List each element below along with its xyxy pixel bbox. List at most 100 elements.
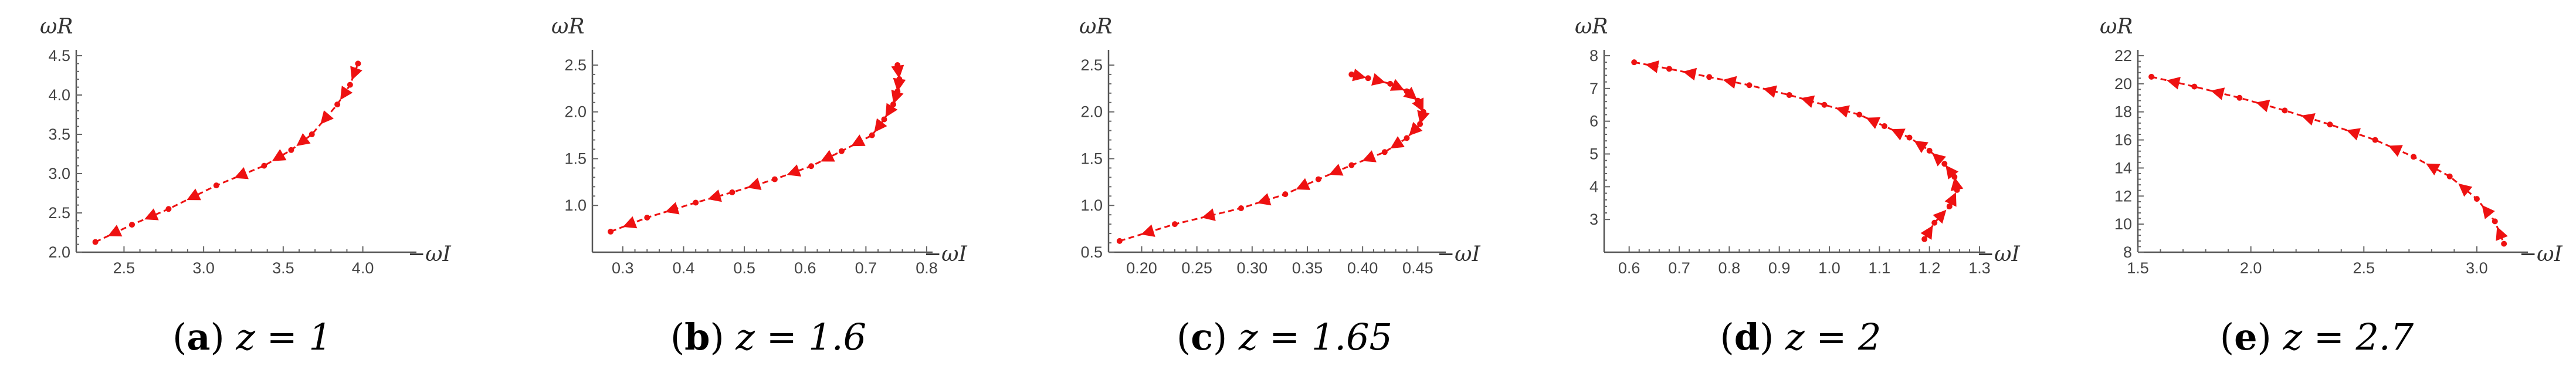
y-tick-label: 2.5 [1080, 56, 1103, 74]
x-tick-label: 3.0 [192, 259, 215, 277]
arrowhead [1412, 97, 1424, 113]
data-point [1365, 75, 1371, 82]
data-point [2492, 218, 2498, 225]
data-point [2473, 196, 2480, 202]
x-tick-label: 3.5 [272, 259, 294, 277]
y-tick-label: 18 [2114, 103, 2132, 121]
y-tick-label: 2.0 [1080, 103, 1103, 121]
data-point [1931, 219, 1938, 226]
x-tick-label: 0.3 [612, 259, 634, 277]
y-tick-label: 8 [1589, 47, 1598, 65]
y-tick-label: 20 [2114, 75, 2132, 93]
caption-rest: z = 1.65 [1238, 316, 1392, 358]
caption: (d) z = 2 [1720, 316, 1882, 358]
x-tick-label: 0.6 [794, 259, 816, 277]
arrowhead [1201, 208, 1216, 221]
data-point [729, 189, 735, 195]
arrowhead [2301, 113, 2316, 126]
x-axis-label: −ωI [924, 242, 968, 266]
data-point [869, 132, 875, 138]
arrowhead [1328, 164, 1344, 176]
caption-rest: z = 2.7 [2282, 316, 2414, 358]
x-tick-label: 0.45 [1402, 259, 1433, 277]
y-tick-label: 4 [1589, 178, 1598, 195]
y-tick-label: 22 [2114, 47, 2132, 65]
arrowhead [1891, 128, 1906, 141]
series-line [1633, 61, 1958, 240]
x-tick-label: 0.8 [916, 259, 938, 277]
x-tick-label: 2.0 [2240, 259, 2262, 277]
x-tick-label: 1.3 [1968, 259, 1991, 277]
x-tick-label: 0.30 [1237, 259, 1268, 277]
plot-area: 2.5 3.0 3.5 4.0 2.0 2.5 3.0 3.5 4.0 4.5 [48, 47, 416, 277]
y-tick-label: 4.0 [48, 86, 70, 104]
y-axis-label: ωR [551, 15, 584, 39]
data-point [2148, 73, 2155, 80]
data-point [334, 101, 341, 108]
y-tick-label: 2.5 [564, 56, 587, 74]
arrowhead [1723, 76, 1737, 89]
series-line [1119, 73, 1425, 242]
data-point [2501, 240, 2507, 247]
caption-rest: z = 1 [235, 316, 331, 358]
arrowhead [350, 66, 362, 80]
arrowhead [893, 77, 906, 92]
arrowhead [2458, 183, 2473, 197]
arrowhead [144, 208, 159, 221]
panel-a: 2.5 3.0 3.5 4.0 2.0 2.5 3.0 3.5 4.0 4.5 ωR −ωI (a… [40, 15, 452, 358]
x-axis-label: −ωI [1977, 242, 2021, 266]
caption: (c) z = 1.65 [1177, 316, 1392, 358]
x-tick-label: 0.6 [1618, 259, 1640, 277]
arrowhead [272, 149, 287, 161]
data-point [1348, 162, 1355, 168]
data-point [1116, 238, 1123, 244]
arrowhead [1920, 225, 1933, 240]
arrowhead [1944, 192, 1957, 207]
y-tick-label: 2.5 [48, 204, 70, 222]
data-point [213, 182, 219, 189]
arrowhead [1762, 85, 1777, 98]
y-tick-label: 14 [2114, 159, 2132, 177]
arrowhead [1371, 73, 1386, 86]
x-tick-label: 0.9 [1768, 259, 1791, 277]
data-point [890, 101, 896, 107]
data-point [1404, 135, 1410, 141]
arrowhead [1257, 193, 1272, 206]
caption: (e) z = 2.7 [2220, 316, 2414, 358]
data-point [1706, 74, 1713, 80]
arrowhead [1683, 67, 1697, 81]
arrowhead [340, 86, 353, 100]
arrowhead [2426, 163, 2441, 175]
data-point [838, 148, 845, 154]
y-tick-label: 10 [2114, 215, 2132, 233]
data-point [1946, 203, 1953, 209]
arrowhead [665, 202, 680, 215]
y-tick-label: 3.0 [48, 165, 70, 182]
data-point [2282, 107, 2288, 114]
x-tick-label: 0.8 [1719, 259, 1741, 277]
data-point [1172, 221, 1178, 228]
data-point [881, 116, 887, 123]
arrowhead [1645, 60, 1659, 73]
plot-area: 0.6 0.7 0.8 0.9 1.0 1.1 1.2 1.3 3 4 5 6 7 8 [1589, 47, 1991, 277]
x-tick-label: 2.5 [113, 259, 135, 277]
data-point [1786, 92, 1792, 98]
data-point [1921, 236, 1928, 242]
arrowhead [874, 118, 887, 133]
x-tick-label: 0.20 [1126, 259, 1157, 277]
arrowhead [1296, 178, 1311, 190]
data-point [129, 222, 135, 228]
data-point [1746, 82, 1753, 89]
data-point [2327, 121, 2333, 128]
arrowhead [1352, 68, 1367, 82]
y-tick-label: 1.0 [1080, 196, 1103, 214]
data-point [1315, 176, 1321, 182]
arrowhead [2482, 205, 2495, 219]
caption-rest: z = 2 [1785, 316, 1881, 358]
x-tick-label: 4.0 [352, 259, 374, 277]
series-line [94, 63, 359, 243]
arrowhead [2166, 76, 2181, 90]
arrowhead [320, 110, 334, 124]
data-point [2191, 83, 2198, 90]
y-axis-label: ωR [1079, 15, 1112, 39]
